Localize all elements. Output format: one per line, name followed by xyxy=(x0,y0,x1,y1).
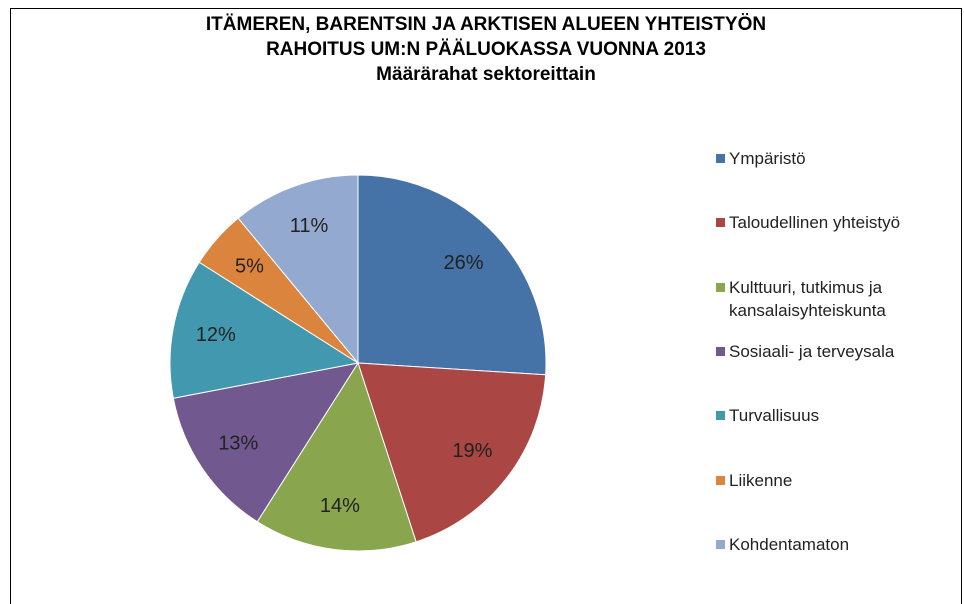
pie-slice xyxy=(237,174,359,365)
slice-label: 14% xyxy=(320,495,360,517)
legend-swatch xyxy=(716,539,725,549)
legend-item: Liikenne xyxy=(716,469,959,492)
slice-label: 26% xyxy=(444,252,484,274)
legend-label: Liikenne xyxy=(729,470,793,490)
legend-label: Ympäristö xyxy=(729,149,806,168)
pie-slice xyxy=(357,174,547,376)
legend-swatch xyxy=(716,154,725,163)
legend-item: Kulttuuri, tutkimus ja kansalaisyhteisku… xyxy=(716,276,959,322)
chart-title: RAHOITUS UM:N PÄÄLUOKASSA VUONNA 2013 xyxy=(266,39,706,60)
legend-item: Sosiaali- ja terveysala xyxy=(716,340,959,363)
legend-item: Turvallisuus xyxy=(716,404,959,427)
legend-label: Sosiaali- ja terveysala xyxy=(729,341,895,361)
legend-swatch xyxy=(716,218,725,228)
slice-label: 19% xyxy=(452,440,492,462)
legend-label: Turvallisuus xyxy=(729,406,820,426)
legend-label: Kohdentamaton xyxy=(729,534,850,554)
slice-label: 12% xyxy=(196,324,236,346)
legend-swatch xyxy=(716,475,725,485)
pie-slice xyxy=(357,362,547,543)
legend-label: Taloudellinen yhteistyö xyxy=(729,213,901,233)
pie-slice xyxy=(256,361,417,552)
legend-item: Taloudellinen yhteistyö xyxy=(716,211,959,234)
pie-slice xyxy=(172,362,360,523)
legend-swatch xyxy=(716,282,725,292)
chart-subtitle: Määrärahat sektoreittain xyxy=(376,64,596,85)
legend-label: Kulttuuri, tutkimus ja kansalaisyhteisku… xyxy=(729,277,886,320)
legend-swatch xyxy=(716,411,725,421)
legend-swatch xyxy=(716,346,725,356)
slice-label: 11% xyxy=(290,215,329,237)
chart-title: ITÄMEREN, BARENTSIN JA ARKTISEN ALUEEN Y… xyxy=(206,14,766,35)
slice-label: 13% xyxy=(218,433,258,455)
slice-label: 5% xyxy=(235,256,264,278)
legend-item: Kohdentamaton xyxy=(716,533,959,556)
pie-slice xyxy=(169,261,360,399)
legend-item: Ympäristö xyxy=(716,147,959,170)
